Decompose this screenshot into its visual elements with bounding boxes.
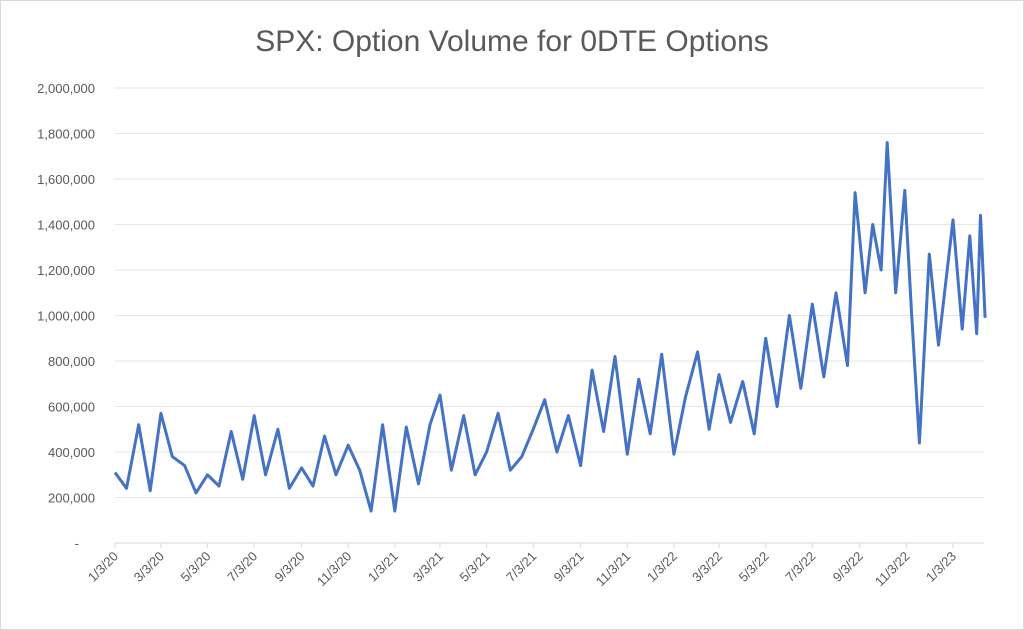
y-tick-label: 1,600,000 [37,172,95,187]
chart-title: SPX: Option Volume for 0DTE Options [255,25,769,58]
x-tick-label: 1/3/21 [365,549,401,585]
x-tick-label: 1/3/22 [644,549,680,585]
y-tick-label: - [75,536,79,551]
x-tick-label: 7/3/22 [782,549,818,585]
series-line [113,141,987,513]
x-tick-label: 5/3/20 [177,549,213,585]
y-tick-label: 400,000 [48,445,95,460]
x-tick-label: 11/3/22 [872,549,913,590]
x-tick-label: 9/3/20 [272,549,308,585]
x-tick-label: 3/3/21 [410,549,446,585]
y-tick-label: 200,000 [48,491,95,506]
x-tick-label: 5/3/22 [736,549,772,585]
x-tick-label: 3/3/22 [689,549,725,585]
y-tick-label: 1,000,000 [37,309,95,324]
x-tick-label: 11/3/21 [593,549,634,590]
x-tick-label: 11/3/20 [314,549,355,590]
y-tick-label: 600,000 [48,400,95,415]
y-tick-label: 1,400,000 [37,218,95,233]
x-tick-label: 7/3/21 [503,549,539,585]
x-tick-label: 3/3/20 [131,549,167,585]
x-tick-label: 1/3/20 [85,549,121,585]
x-tick-label: 1/3/23 [923,549,959,585]
x-tick-label: 9/3/21 [551,549,587,585]
x-tick-label: 7/3/20 [224,549,260,585]
y-tick-label: 1,800,000 [37,127,95,142]
y-tick-label: 1,200,000 [37,263,95,278]
y-tick-label: 800,000 [48,354,95,369]
y-tick-label: 2,000,000 [37,81,95,96]
x-tick-label: 9/3/22 [830,549,866,585]
x-tick-label: 5/3/21 [457,549,493,585]
